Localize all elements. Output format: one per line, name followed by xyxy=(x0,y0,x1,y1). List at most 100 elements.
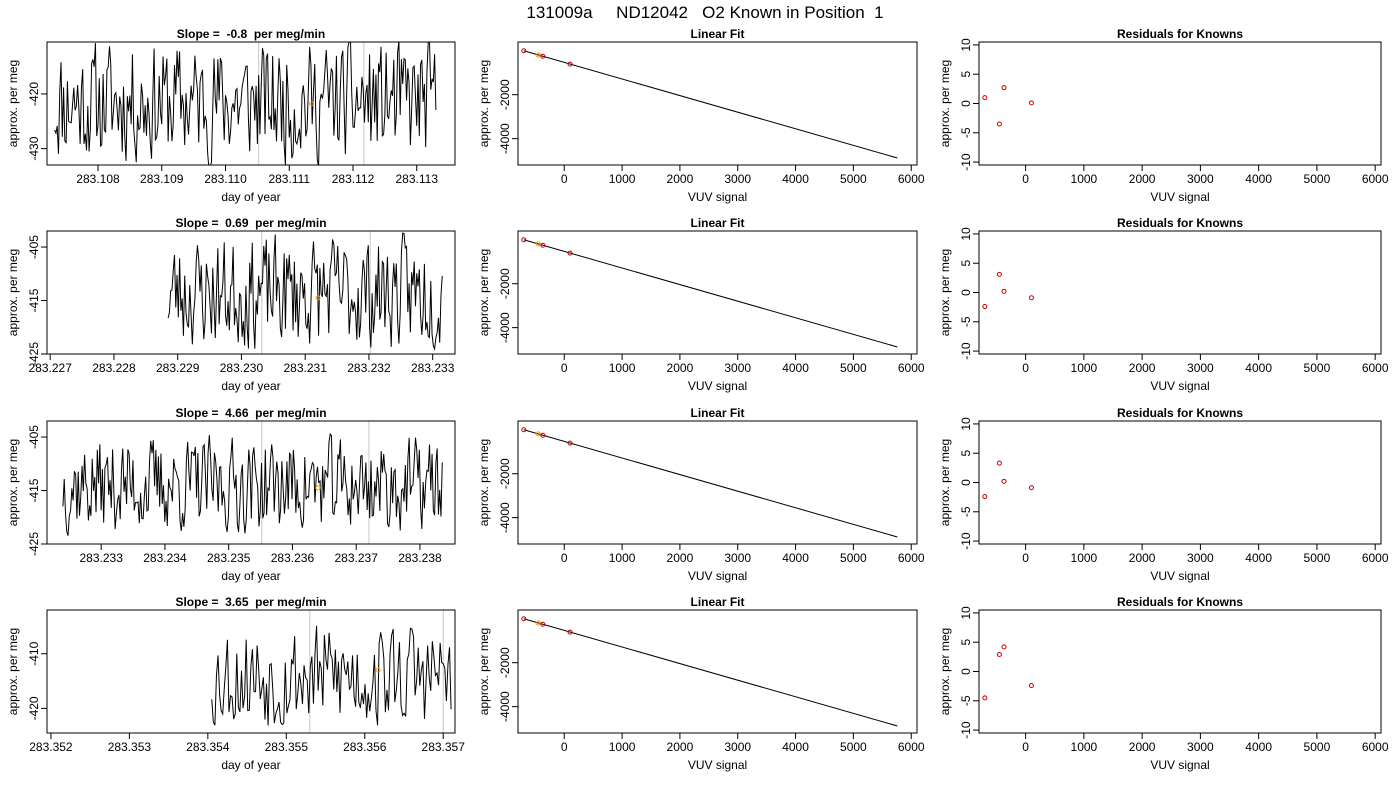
fit-point xyxy=(540,432,546,438)
y-tick-label: 0 xyxy=(959,479,973,486)
plot-area xyxy=(982,85,1034,127)
fit-point xyxy=(535,620,541,626)
panel-grid: Slope = -0.8 per meg/min 283.108 283.109 28… xyxy=(6,27,1389,772)
y-tick-label: 0 xyxy=(959,289,973,296)
y-tick-label: -5 xyxy=(959,127,973,138)
residual-point xyxy=(996,460,1002,466)
x-tick-label: 5000 xyxy=(1304,361,1331,375)
y-tick-label: -430 xyxy=(27,136,41,160)
panel-frame xyxy=(978,609,1382,734)
y-tick-label: -425 xyxy=(27,532,41,556)
x-tick-label: 0 xyxy=(561,551,568,565)
x-tick-label: 1000 xyxy=(609,361,636,375)
y-axis-label: approx. per meg xyxy=(6,249,20,336)
x-tick-label: 1000 xyxy=(609,740,636,754)
known-marker xyxy=(315,485,321,491)
panel-title: Linear Fit xyxy=(690,27,744,41)
x-tick-label: 0 xyxy=(561,361,568,375)
x-tick-label: 6000 xyxy=(898,172,925,186)
y-tick-label: -10 xyxy=(959,721,973,739)
fit-point xyxy=(521,616,527,622)
x-tick-label: 5000 xyxy=(840,551,867,565)
fit-point xyxy=(567,629,573,635)
residual-point xyxy=(1001,85,1007,91)
y-tick-label: 10 xyxy=(959,606,973,620)
x-tick-label: 5000 xyxy=(840,361,867,375)
y-tick-label: -415 xyxy=(27,288,41,312)
x-axis-label: VUV signal xyxy=(688,758,747,772)
y-tick-label: -4000 xyxy=(498,502,512,533)
residual-point xyxy=(1028,100,1034,106)
y-tick-label: -4000 xyxy=(498,691,512,722)
plot-area xyxy=(521,616,898,727)
fit-line xyxy=(523,618,898,727)
x-tick-label: 2000 xyxy=(1129,361,1156,375)
plot-area xyxy=(982,644,1034,701)
x-tick-label: 3000 xyxy=(724,740,751,754)
plot-area xyxy=(521,237,898,348)
y-axis-label: approx. per meg xyxy=(477,628,491,715)
y-axis-label: approx. per meg xyxy=(938,249,952,336)
x-tick-label: 1000 xyxy=(1071,740,1098,754)
residual-point xyxy=(982,95,988,101)
fit-point xyxy=(540,53,546,59)
y-axis-label: approx. per meg xyxy=(477,249,491,336)
fit-point xyxy=(567,61,573,67)
x-tick-label: 6000 xyxy=(898,551,925,565)
y-tick-label: 10 xyxy=(959,417,973,431)
fit-point xyxy=(540,621,546,627)
y-tick-label: -5 xyxy=(959,695,973,706)
y-axis-label: approx. per meg xyxy=(6,439,20,526)
panel-frame xyxy=(517,41,918,166)
y-tick-label: -4000 xyxy=(498,123,512,154)
x-tick-label: 6000 xyxy=(898,740,925,754)
x-tick-label: 283.354 xyxy=(186,740,230,754)
x-tick-label: 2000 xyxy=(667,740,694,754)
x-tick-label: 6000 xyxy=(1362,361,1389,375)
y-axis-label: approx. per meg xyxy=(477,60,491,147)
y-axis-label: approx. per meg xyxy=(6,628,20,715)
y-tick-label: 5 xyxy=(959,71,973,78)
y-tick-label: -10 xyxy=(959,153,973,171)
panel-frame xyxy=(46,609,456,734)
known-marker xyxy=(315,295,321,301)
y-tick-label: 10 xyxy=(959,227,973,241)
x-tick-label: 4000 xyxy=(782,551,809,565)
panel-resid-1: Residuals for Knowns 0 1000 2000 3000 4000 500… xyxy=(938,27,1389,204)
x-axis-label: day of year xyxy=(221,190,280,204)
x-tick-label: 4000 xyxy=(782,361,809,375)
x-axis-label: VUV signal xyxy=(1150,569,1209,583)
y-tick-label: -4000 xyxy=(498,312,512,343)
residual-point xyxy=(1001,644,1007,650)
panel-frame xyxy=(517,230,918,355)
x-tick-label: 0 xyxy=(1022,740,1029,754)
x-tick-label: 283.237 xyxy=(334,551,378,565)
x-tick-label: 6000 xyxy=(1362,172,1389,186)
x-tick-label: 283.238 xyxy=(398,551,442,565)
y-tick-label: -5 xyxy=(959,316,973,327)
y-tick-label: 10 xyxy=(959,38,973,52)
x-tick-label: 1000 xyxy=(609,172,636,186)
x-tick-label: 0 xyxy=(1022,551,1029,565)
panel-resid-3: Residuals for Knowns 0 1000 2000 3000 4000 500… xyxy=(938,406,1389,583)
fit-point xyxy=(521,48,527,54)
x-tick-label: 283.108 xyxy=(76,172,120,186)
x-tick-label: 0 xyxy=(1022,172,1029,186)
x-tick-label: 283.355 xyxy=(265,740,309,754)
x-tick-label: 283.113 xyxy=(396,172,439,186)
fit-point xyxy=(521,237,527,243)
y-tick-label: -10 xyxy=(959,342,973,360)
panel-fit-1: Linear Fit 0 1000 2000 3000 4000 5000 6000 -2000… xyxy=(477,27,925,204)
signal-line xyxy=(167,232,443,351)
y-tick-label: -410 xyxy=(27,641,41,665)
y-tick-label: -420 xyxy=(27,82,41,106)
fit-point xyxy=(521,427,527,433)
x-tick-label: 4000 xyxy=(782,740,809,754)
known-marker xyxy=(309,101,315,107)
panel-fit-2: Linear Fit 0 1000 2000 3000 4000 5000 6000 -2000… xyxy=(477,216,925,393)
x-tick-label: 3000 xyxy=(1187,551,1214,565)
x-tick-label: 283.232 xyxy=(347,361,391,375)
x-tick-label: 4000 xyxy=(1245,740,1272,754)
x-tick-label: 3000 xyxy=(724,172,751,186)
